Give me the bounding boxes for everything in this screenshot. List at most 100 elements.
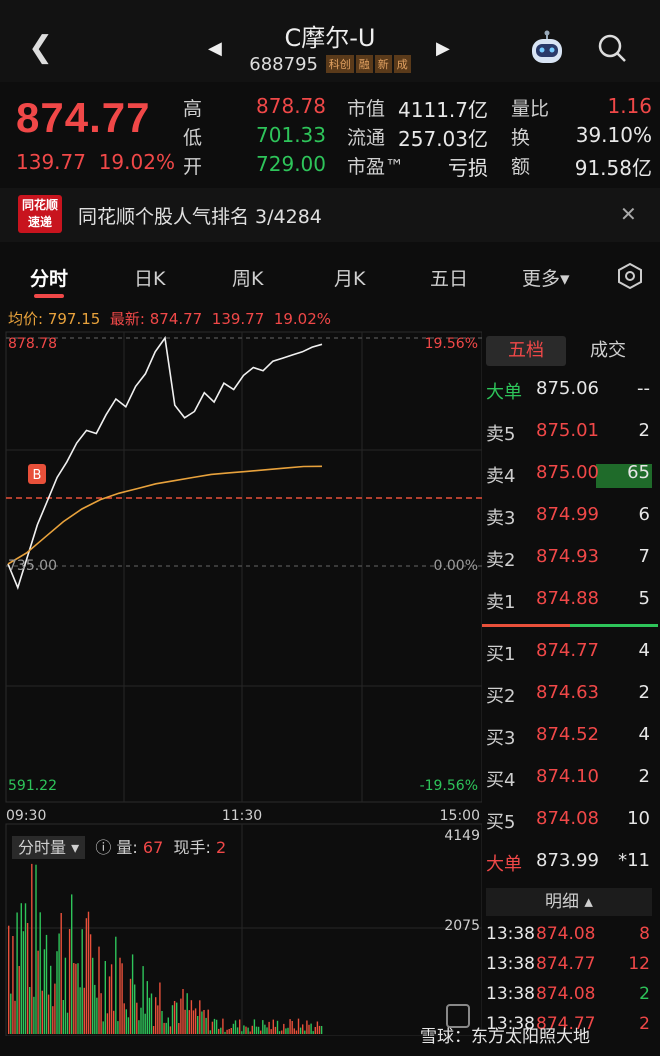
buy-marker[interactable]: B	[28, 464, 46, 484]
volume-bar	[117, 1021, 119, 1034]
volume-bar	[150, 993, 153, 1034]
ask-label: 卖2	[486, 550, 516, 571]
tab-weekly-k[interactable]: 周K	[232, 268, 264, 290]
volume-max-label: 4149	[444, 828, 480, 844]
question-circle-icon[interactable]: ⓘ	[95, 838, 112, 857]
volume-bar	[20, 903, 22, 1034]
volume-bar	[251, 1025, 253, 1034]
tab-more[interactable]: 更多▾	[522, 268, 570, 290]
volume-bar	[243, 1025, 245, 1034]
ask-price: 874.88	[536, 588, 599, 609]
bid-vol: 2	[638, 766, 650, 787]
volume-bar	[37, 950, 39, 1034]
ask-price: 875.00	[536, 462, 599, 483]
close-icon[interactable]: ✕	[620, 202, 637, 226]
volume-selector[interactable]: 分时量 ▾	[12, 836, 86, 859]
amount-label: 额	[511, 156, 531, 178]
volume-bar	[102, 1021, 104, 1034]
detail-header[interactable]: 明细 ▴	[486, 888, 652, 916]
detail-vol: 8	[639, 924, 650, 944]
volume-bar	[14, 1000, 16, 1034]
ask-price: 875.01	[536, 420, 599, 441]
volume-bar	[125, 1009, 127, 1034]
bid-label: 买3	[486, 728, 516, 749]
volume-mid-label: 2075	[444, 918, 480, 934]
volume-bar	[98, 946, 100, 1034]
bid-price: 874.63	[536, 682, 599, 703]
volume-bar	[278, 1031, 281, 1034]
volume-bar	[123, 1003, 125, 1034]
tab-monthly-k[interactable]: 月K	[334, 268, 366, 290]
triangle-left-icon[interactable]: ◀	[208, 38, 222, 59]
volume-bar	[33, 996, 35, 1034]
divider-green	[570, 624, 658, 627]
big-buy-label: 大单	[486, 854, 522, 875]
chevron-left-icon[interactable]: ❮	[28, 30, 54, 65]
volume-bar	[62, 1000, 64, 1034]
volume-bar	[268, 1021, 270, 1034]
volume-bar	[190, 1000, 193, 1034]
volume-bar	[75, 963, 77, 1034]
ask-vol: 7	[638, 546, 650, 567]
bid-row: 买2 874.63 2	[482, 682, 658, 710]
volume-bar	[257, 1026, 260, 1034]
chart-tabs: 分时 日K 周K 月K 五日 更多▾	[0, 246, 660, 302]
open-value: 729.00	[256, 152, 326, 176]
turnover-value: 39.10%	[575, 123, 652, 147]
volume-bar	[39, 912, 41, 1034]
logo-top-text: 同花顺	[21, 198, 58, 212]
volume-bar	[50, 965, 52, 1034]
hexagon-gear-icon[interactable]	[616, 262, 644, 290]
turnover-label: 换	[511, 127, 531, 149]
bid-vol: 4	[638, 640, 650, 661]
volume-bar	[64, 957, 67, 1034]
tab-five-day[interactable]: 五日	[430, 268, 469, 290]
low-value: 701.33	[256, 123, 326, 147]
x-end-label: 15:00	[440, 808, 480, 824]
volume-bar	[136, 1002, 138, 1034]
volume-bar	[169, 1026, 172, 1034]
volume-bar	[211, 1021, 214, 1034]
y-bottom-label: 591.22	[8, 778, 57, 794]
tab-trades[interactable]: 成交	[590, 340, 626, 361]
tab-daily-k[interactable]: 日K	[134, 268, 166, 290]
volume-bar	[205, 1017, 207, 1034]
volume-bar	[207, 1009, 209, 1034]
detail-price: 874.08	[536, 924, 596, 944]
big-sell-label: 大单	[486, 382, 522, 403]
volume-bar	[144, 1013, 146, 1034]
detail-price: 874.77	[536, 1014, 596, 1034]
bid-row: 买4 874.10 2	[482, 766, 658, 794]
big-sell-vol: --	[637, 378, 650, 399]
tab-five-levels[interactable]: 五档	[486, 336, 566, 366]
change-amount: 139.77	[16, 150, 86, 174]
logo-bottom-text: 速递	[27, 215, 52, 229]
current-price: 874.77	[16, 94, 151, 141]
volume-bar	[232, 1023, 235, 1034]
bid-price: 874.08	[536, 808, 599, 829]
intraday-chart[interactable]: B 878.78 735.00 591.22 19.56% 0.00% -19.…	[0, 328, 482, 1036]
bid-vol: 10	[627, 808, 650, 829]
volume-bar	[119, 957, 121, 1034]
ask-label: 卖3	[486, 508, 516, 529]
volume-bar	[281, 1030, 283, 1034]
divider-red	[482, 624, 570, 627]
popularity-banner[interactable]	[0, 188, 660, 242]
volume-bar	[213, 1018, 216, 1034]
volume-bar	[320, 1026, 323, 1034]
bid-row: 买1 874.77 4	[482, 640, 658, 668]
triangle-right-icon[interactable]: ▶	[436, 38, 450, 59]
expand-icon[interactable]	[446, 1004, 470, 1028]
stock-code: 688795	[249, 54, 318, 75]
ask-vol: 2	[638, 420, 650, 441]
volume-bar	[8, 925, 10, 1034]
volume-bar	[26, 923, 29, 1034]
tab-intraday[interactable]: 分时	[30, 268, 69, 290]
search-icon[interactable]	[596, 32, 628, 64]
volume-bar	[176, 1002, 178, 1034]
bid-label: 买5	[486, 812, 516, 833]
volume-bar	[285, 1028, 287, 1034]
volume-bar	[16, 912, 18, 1034]
robot-assistant-icon[interactable]	[528, 30, 566, 66]
volume-bar	[310, 1023, 312, 1034]
